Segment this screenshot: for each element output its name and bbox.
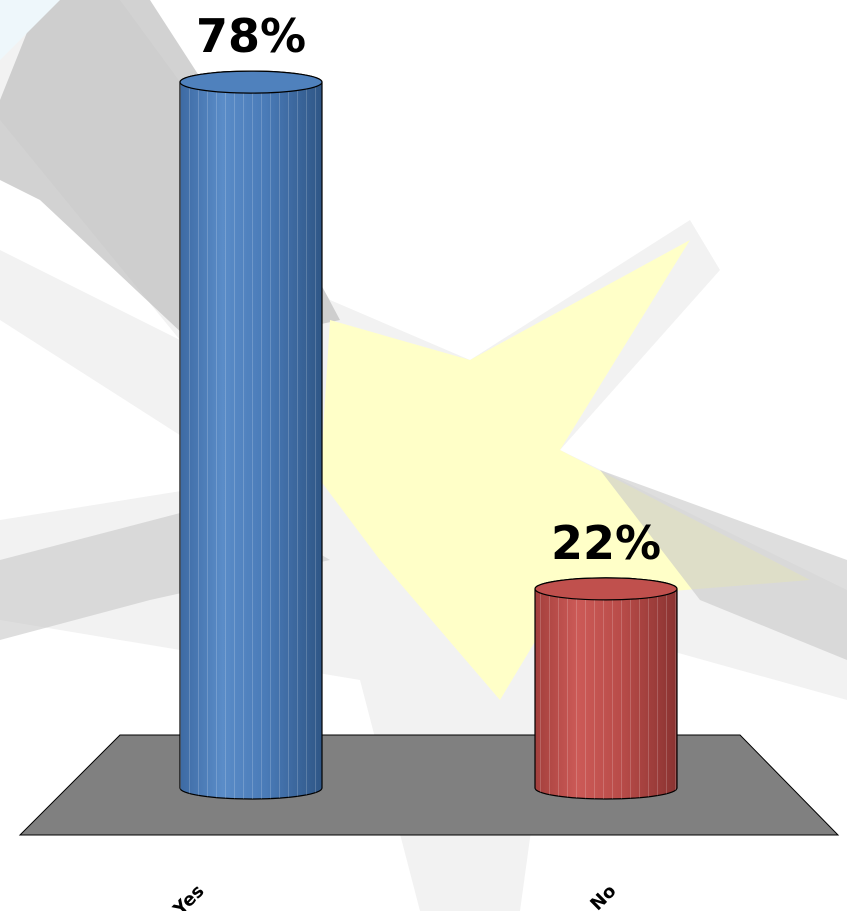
- value-label: 22%: [551, 516, 661, 570]
- bar-top: [179, 70, 323, 94]
- bar-stripes: [535, 577, 677, 799]
- value-label: 78%: [196, 9, 306, 63]
- bar-stripes: [180, 71, 322, 799]
- x-tick-label: No: [586, 881, 620, 911]
- floor: [18, 734, 840, 836]
- bar-top: [534, 577, 678, 601]
- x-tick-label: Yes: [169, 881, 209, 911]
